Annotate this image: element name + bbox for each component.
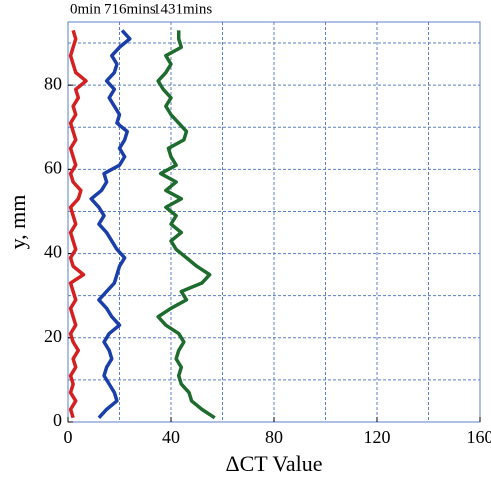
y-axis-label: y, mm xyxy=(5,195,30,250)
series-line xyxy=(156,30,216,420)
series-line xyxy=(68,29,88,419)
y-tick-label: 20 xyxy=(44,326,62,346)
y-tick-label: 0 xyxy=(53,410,62,430)
y-tick-label: 80 xyxy=(44,73,62,93)
x-tick-label: 40 xyxy=(162,427,180,447)
legend-label: 1431mins xyxy=(153,1,212,17)
x-tick-label: 160 xyxy=(467,427,491,447)
series-line xyxy=(89,29,132,419)
legend-label: 0min xyxy=(70,1,101,17)
y-tick-label: 60 xyxy=(44,157,62,177)
x-tick-label: 0 xyxy=(64,427,73,447)
x-tick-label: 80 xyxy=(265,427,283,447)
legend-label: 716mins xyxy=(104,1,156,17)
x-tick-label: 120 xyxy=(364,427,391,447)
y-tick-label: 40 xyxy=(44,242,62,262)
x-axis-label: ΔCT Value xyxy=(225,451,322,476)
